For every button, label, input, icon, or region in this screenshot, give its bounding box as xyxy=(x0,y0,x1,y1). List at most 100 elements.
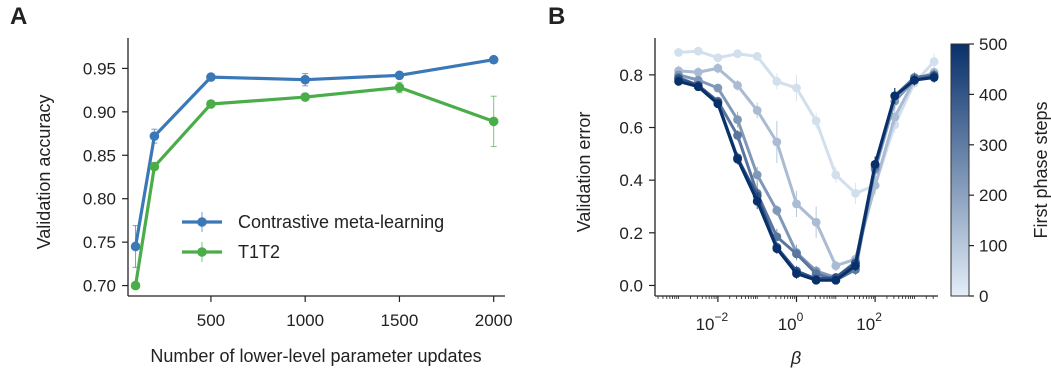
data-point xyxy=(772,137,782,147)
y-axis-title: Validation accuracy xyxy=(34,95,54,250)
y-tick-label: 0.8 xyxy=(619,66,643,85)
data-point xyxy=(693,46,703,56)
accuracy-series xyxy=(130,54,499,291)
colorbar-tick-label: 100 xyxy=(979,237,1007,256)
data-point xyxy=(693,67,703,77)
error-ticks: 0.0 0.2 0.4 0.6 0.8 10−2 100 102 xyxy=(619,66,934,334)
x-axis-title-beta: β xyxy=(790,348,801,368)
y-axis-title-error: Validation error xyxy=(574,112,594,233)
legend: Contrastive meta-learning T1T2 xyxy=(182,212,444,262)
data-point xyxy=(488,116,499,127)
colorbar-tick-label: 300 xyxy=(979,136,1007,155)
y-tick-label: 0.75 xyxy=(83,233,116,252)
panel-a-label: A xyxy=(10,3,27,30)
data-point xyxy=(733,80,742,90)
data-point xyxy=(733,115,742,125)
data-point xyxy=(772,77,782,86)
x-tick-label: 102 xyxy=(856,310,882,334)
data-point xyxy=(890,91,900,101)
y-tick-label: 0.80 xyxy=(83,190,116,209)
y-tick-label: 0.4 xyxy=(619,171,643,190)
data-point xyxy=(733,154,742,164)
data-point xyxy=(149,131,160,141)
data-point xyxy=(851,188,860,198)
colorbar-title: First phase steps xyxy=(1031,101,1051,238)
data-point xyxy=(149,161,160,172)
data-point xyxy=(811,275,821,285)
x-tick-label: 1000 xyxy=(286,311,324,330)
y-tick-label: 0.95 xyxy=(83,59,116,78)
data-point xyxy=(394,82,405,93)
data-point xyxy=(394,70,405,81)
data-point xyxy=(713,99,723,109)
data-point xyxy=(752,170,762,180)
error-chart: 0.0 0.2 0.4 0.6 0.8 10−2 100 102 β Validation e… xyxy=(574,35,1051,368)
series-line xyxy=(133,85,495,286)
data-point xyxy=(693,82,703,92)
x-axis-title: Number of lower-level parameter updates xyxy=(150,346,481,366)
data-point xyxy=(713,83,723,93)
x-tick-label: 1500 xyxy=(381,311,419,330)
data-point xyxy=(811,217,821,227)
data-point xyxy=(713,53,723,63)
data-point xyxy=(752,52,762,61)
x-tick-exponent: 2 xyxy=(875,310,882,324)
y-tick-label: 0.0 xyxy=(619,276,643,295)
x-tick-label: 500 xyxy=(197,311,225,330)
data-point xyxy=(674,77,683,86)
x-tick-exponent: −2 xyxy=(715,310,729,324)
colorbar: 0 100 200 300 400 500 First phase steps xyxy=(950,35,1051,306)
legend-swatch-marker xyxy=(197,217,207,227)
data-point xyxy=(300,92,310,102)
accuracy-chart: 500 1000 1500 20000.700.750.800.850.900.95 … xyxy=(34,38,513,366)
data-point xyxy=(792,199,801,209)
colorbar-tick-label: 0 xyxy=(979,287,988,306)
colorbar-gradient xyxy=(950,43,970,297)
panel-b-label: B xyxy=(548,3,565,30)
colorbar-tick-label: 200 xyxy=(979,186,1007,205)
y-tick-label: 0.2 xyxy=(619,224,643,243)
data-point xyxy=(733,131,742,140)
data-point xyxy=(772,244,782,254)
series-line xyxy=(678,76,935,282)
data-point xyxy=(206,99,216,109)
data-point xyxy=(929,57,939,67)
data-point xyxy=(752,196,762,206)
legend-label: T1T2 xyxy=(238,242,280,262)
legend-label: Contrastive meta-learning xyxy=(238,212,444,232)
data-point xyxy=(300,74,310,85)
y-tick-label: 0.90 xyxy=(83,103,116,122)
accuracy-ticks: 500 1000 1500 2000 0.70 0.75 0.80 0.85 0.90 0.95 xyxy=(83,59,513,330)
data-point xyxy=(792,83,801,93)
error-series xyxy=(674,46,939,285)
x-tick-label: 2000 xyxy=(475,311,513,330)
data-point xyxy=(792,269,801,279)
data-point xyxy=(674,48,683,57)
accuracy-axes xyxy=(127,38,505,297)
data-point xyxy=(130,241,141,252)
colorbar-tick-label: 500 xyxy=(979,35,1007,54)
data-point xyxy=(792,249,801,259)
data-point xyxy=(488,54,499,65)
series-line xyxy=(133,58,494,247)
data-point xyxy=(831,170,841,180)
y-tick-label: 0.6 xyxy=(619,119,643,138)
data-point xyxy=(851,261,860,271)
data-point xyxy=(831,275,841,285)
data-point xyxy=(890,112,900,122)
y-tick-label: 0.85 xyxy=(83,146,116,165)
data-point xyxy=(929,73,939,82)
x-tick-label: 100 xyxy=(778,310,804,334)
y-tick-label: 0.70 xyxy=(83,277,116,296)
x-tick-exponent: 0 xyxy=(797,310,804,324)
data-point xyxy=(733,49,742,59)
data-point xyxy=(752,105,762,115)
colorbar-tick-label: 400 xyxy=(979,85,1007,104)
legend-swatch-marker xyxy=(197,247,207,257)
data-point xyxy=(811,116,821,126)
data-point xyxy=(772,206,782,215)
data-point xyxy=(910,75,919,85)
data-point xyxy=(206,72,216,82)
data-point xyxy=(130,280,141,291)
